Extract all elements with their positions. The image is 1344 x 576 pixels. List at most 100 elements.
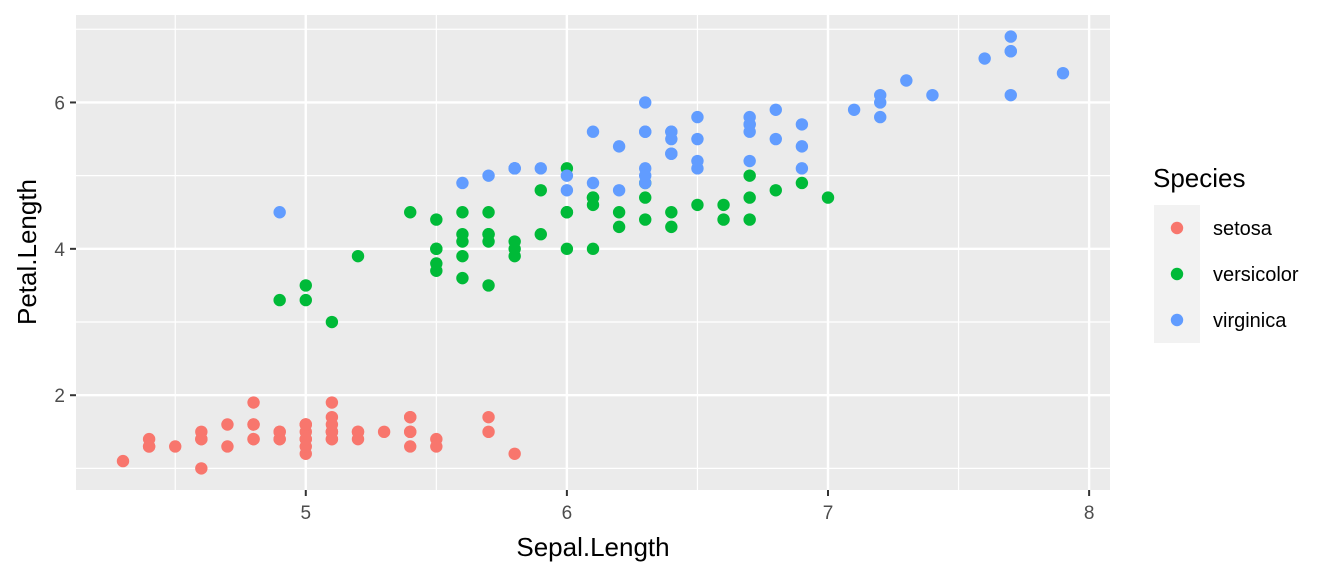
data-point-versicolor [743, 191, 756, 204]
data-point-virginica [769, 103, 782, 116]
data-point-versicolor [717, 213, 730, 226]
data-point-versicolor [665, 220, 678, 234]
data-point-setosa [508, 447, 521, 460]
data-point-virginica [926, 88, 939, 102]
data-point-versicolor [795, 176, 809, 190]
data-point-versicolor [821, 191, 835, 204]
data-point-virginica [560, 169, 574, 182]
data-point-virginica [1004, 88, 1017, 102]
data-point-setosa [247, 396, 260, 409]
legend-label-virginica: virginica [1213, 310, 1287, 332]
data-point-setosa [325, 418, 339, 431]
x-tick-label: 8 [1084, 503, 1095, 524]
data-point-setosa [247, 418, 260, 431]
data-point-setosa [273, 432, 286, 446]
data-point-setosa [404, 410, 417, 424]
data-point-virginica [639, 96, 652, 109]
data-point-setosa [325, 396, 339, 409]
data-point-versicolor [430, 213, 443, 226]
data-point-versicolor [560, 242, 574, 256]
data-point-virginica [534, 162, 547, 175]
legend-key-virginica [1170, 313, 1184, 327]
data-point-versicolor [325, 315, 339, 329]
data-point-versicolor [743, 169, 756, 182]
data-point-virginica [1004, 30, 1017, 43]
x-tick-label: 6 [562, 503, 573, 524]
data-point-setosa [299, 432, 312, 446]
x-axis: 5 6 7 8 [300, 490, 1094, 524]
data-point-versicolor [404, 206, 417, 219]
data-point-virginica [456, 176, 469, 190]
data-point-virginica [639, 169, 652, 182]
data-point-versicolor [482, 235, 495, 248]
data-point-versicolor [612, 206, 626, 219]
legend-title: Species [1153, 163, 1246, 193]
data-point-versicolor [482, 206, 495, 219]
data-point-setosa [195, 462, 208, 475]
data-point-virginica [665, 147, 678, 160]
data-point-versicolor [299, 279, 312, 292]
data-point-virginica [691, 154, 704, 168]
data-point-setosa [169, 440, 182, 453]
data-point-virginica [586, 176, 600, 190]
data-point-versicolor [743, 213, 756, 226]
legend-items: setosa versicolor virginica [1170, 218, 1299, 332]
data-point-versicolor [665, 206, 678, 219]
data-point-versicolor [717, 198, 730, 212]
y-tick-label: 2 [54, 386, 65, 407]
data-point-versicolor [639, 191, 652, 204]
data-point-setosa [482, 425, 495, 439]
y-axis-title: Petal.Length [12, 179, 42, 325]
data-point-versicolor [456, 271, 469, 285]
data-point-virginica [586, 125, 600, 138]
data-point-virginica [743, 118, 756, 131]
data-point-setosa [482, 410, 495, 424]
data-point-virginica [795, 140, 809, 153]
data-point-versicolor [456, 249, 469, 263]
data-point-setosa [116, 454, 130, 468]
data-point-virginica [847, 103, 861, 116]
x-tick-label: 7 [823, 503, 834, 524]
data-point-setosa [404, 425, 417, 439]
data-point-versicolor [586, 242, 600, 256]
legend-label-versicolor: versicolor [1213, 264, 1299, 286]
legend-label-setosa: setosa [1213, 218, 1273, 240]
data-point-setosa [247, 432, 260, 446]
data-point-virginica [612, 184, 626, 197]
data-point-virginica [978, 52, 991, 65]
data-point-versicolor [639, 213, 652, 226]
data-point-setosa [142, 440, 156, 453]
data-point-virginica [691, 110, 704, 124]
data-point-setosa [377, 425, 391, 439]
data-point-versicolor [691, 198, 704, 212]
data-point-setosa [430, 440, 443, 453]
data-point-virginica [691, 132, 704, 146]
data-point-virginica [482, 169, 495, 182]
data-point-virginica [508, 162, 521, 175]
data-point-versicolor [769, 184, 782, 197]
data-point-versicolor [560, 206, 574, 219]
data-point-versicolor [612, 220, 626, 234]
data-point-virginica [639, 125, 652, 138]
data-point-versicolor [351, 249, 365, 263]
data-point-virginica [874, 110, 887, 124]
data-point-versicolor [534, 184, 547, 197]
data-point-virginica [1004, 45, 1017, 58]
data-point-virginica [612, 140, 626, 153]
y-tick-label: 6 [54, 93, 65, 114]
data-point-setosa [195, 432, 208, 446]
x-tick-label: 5 [300, 503, 311, 524]
data-point-setosa [221, 440, 234, 453]
x-axis-title: Sepal.Length [516, 532, 669, 562]
data-point-setosa [221, 418, 234, 431]
data-point-virginica [1056, 66, 1070, 80]
data-point-virginica [900, 74, 913, 87]
data-point-versicolor [482, 279, 495, 292]
data-point-versicolor [430, 242, 443, 256]
data-point-virginica [743, 154, 756, 168]
data-point-virginica [273, 206, 286, 219]
data-point-versicolor [508, 242, 521, 256]
data-point-versicolor [430, 264, 443, 277]
data-point-virginica [874, 96, 887, 109]
